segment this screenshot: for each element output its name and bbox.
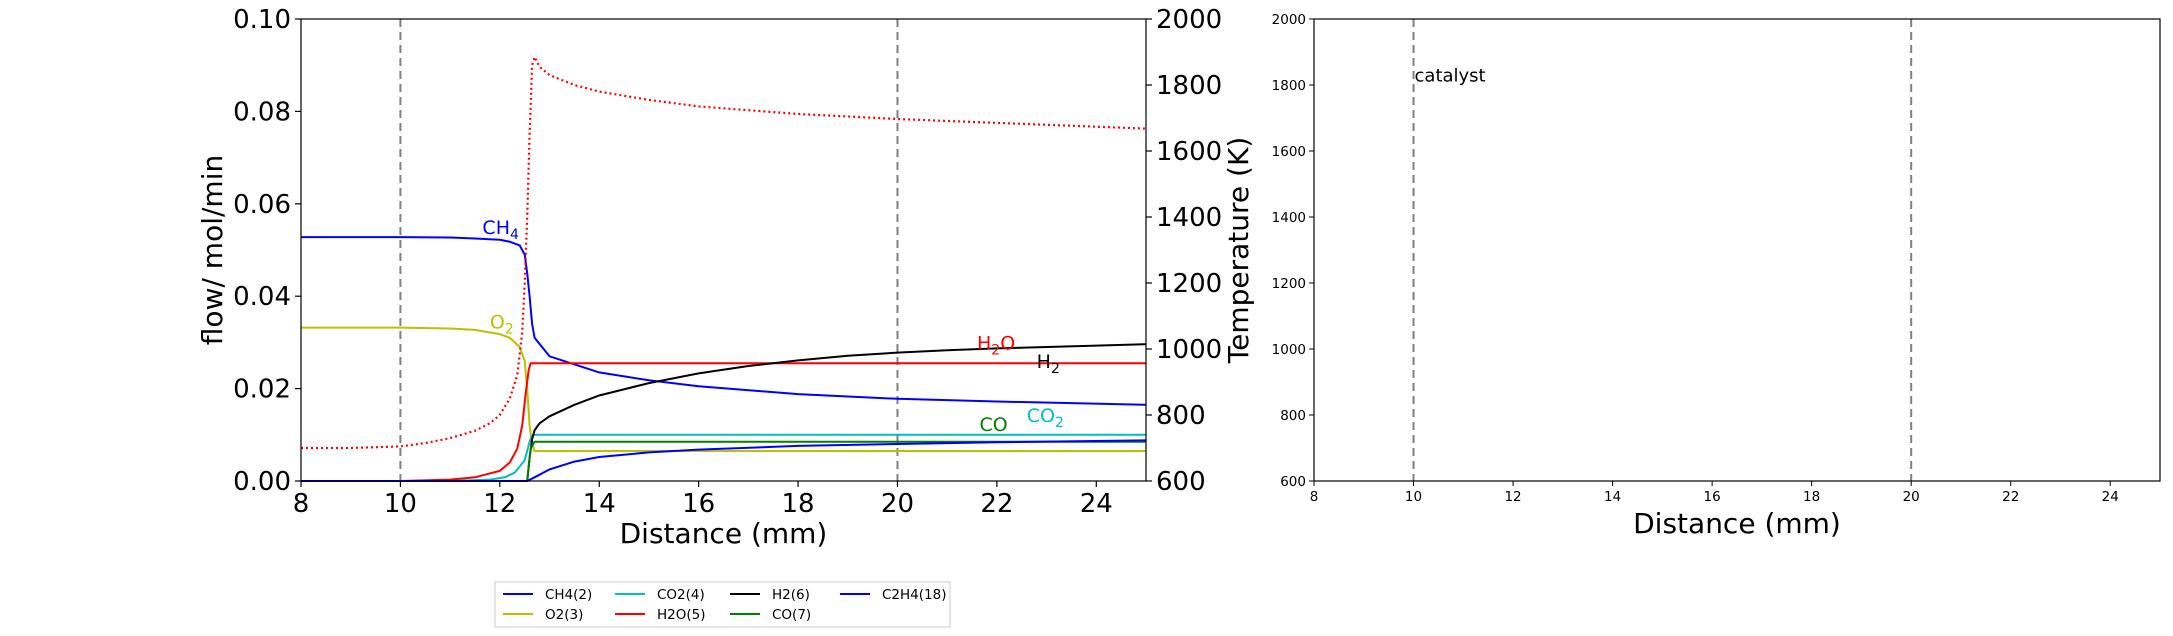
y-tick-label: 0.08	[233, 97, 291, 127]
y-right-tick-label: 1400	[1156, 203, 1222, 233]
x-tick-label: 24	[2102, 489, 2119, 505]
y-right-tick-label: 600	[1156, 467, 1206, 497]
y-right-tick-label: 1800	[1156, 71, 1222, 101]
series-c2h4-18	[301, 439, 1147, 482]
plot-frame	[1313, 18, 2161, 482]
x-tick-label: 8	[293, 489, 310, 519]
y-tick-label: 2000	[1272, 12, 1306, 28]
y-right-tick-label: 1200	[1156, 269, 1222, 299]
x-tick-label: 22	[980, 489, 1013, 519]
series-h2-6	[301, 343, 1147, 482]
y-tick-label: 1200	[1272, 276, 1306, 292]
y-right-tick-label: 1600	[1156, 137, 1222, 167]
y-tick-label: 800	[1280, 408, 1306, 424]
catalyst-label: catalyst	[1415, 66, 1486, 87]
series-h2o-5	[301, 362, 1146, 482]
y-tick-label: 0.04	[233, 282, 291, 312]
y-tick-label: 0.06	[233, 190, 291, 220]
series-ch4-2	[301, 236, 1147, 406]
annotation-label: H2O	[977, 332, 1015, 358]
x-tick-label: 10	[384, 489, 417, 519]
annotation-label: H2	[1037, 351, 1060, 377]
x-tick-label: 14	[1604, 489, 1621, 505]
y-tick-label: 0.00	[233, 467, 291, 497]
x-axis-title: Distance (mm)	[1633, 507, 1841, 540]
legend: CH4(2) O2(3) CO2(4) H2O(5) H2(6) CO(7) C2H4(18…	[494, 581, 951, 628]
annotation-label: O2	[490, 312, 514, 338]
y-tick-label: 600	[1280, 474, 1306, 490]
y-tick-label: 0.02	[233, 375, 291, 405]
y-tick-label: 1000	[1272, 342, 1306, 358]
y-tick-label: 0.10	[233, 5, 291, 35]
right-chart: 8 10 12 14 16 18 20 22 24 600 800 1000 1200 1400 1600 1…	[1272, 12, 2161, 540]
y-right-tick-label: 2000	[1156, 5, 1222, 35]
annotation-label: CO2	[1027, 405, 1064, 431]
y-tick-label: 1400	[1272, 210, 1306, 226]
x-tick-label: 20	[1903, 489, 1920, 505]
y-tick-label: 1800	[1272, 78, 1306, 94]
x-tick-label: 8	[1310, 489, 1319, 505]
x-tick-label: 20	[881, 489, 914, 519]
plot-frame	[300, 18, 1147, 482]
x-tick-label: 14	[583, 489, 616, 519]
x-tick-label: 18	[1803, 489, 1820, 505]
legend-label: H2O(5)	[657, 607, 706, 623]
legend-box	[494, 581, 951, 628]
x-tick-label: 16	[1704, 489, 1721, 505]
x-axis-title: Distance (mm)	[620, 517, 828, 550]
series-co-7	[301, 440, 1146, 482]
legend-label: O2(3)	[545, 607, 583, 623]
x-tick-label: 18	[782, 489, 815, 519]
y-right-axis-title: Temperature (K)	[1222, 137, 1255, 364]
x-tick-label: 12	[483, 489, 516, 519]
series-o2-3	[301, 326, 1146, 452]
legend-label: CO2(4)	[657, 587, 705, 603]
y-right-tick-label: 1000	[1156, 335, 1222, 365]
legend-label: CO(7)	[772, 607, 811, 623]
x-tick-label: 24	[1080, 489, 1113, 519]
x-tick-label: 22	[2002, 489, 2019, 505]
y-axis-title: flow/ mol/min	[196, 155, 229, 345]
series-co2-4	[301, 433, 1146, 482]
left-chart: 8 10 12 14 16 18 20 22 24 0.00 0.02 0.04 0.06 0.08 0.1…	[196, 5, 1255, 550]
temperature-series	[301, 54, 1147, 450]
legend-label: C2H4(18)	[882, 587, 946, 603]
x-tick-label: 10	[1405, 489, 1422, 505]
x-tick-label: 16	[682, 489, 715, 519]
y-tick-label: 1600	[1272, 144, 1306, 160]
x-tick-label: 12	[1504, 489, 1521, 505]
annotation-label: CH4	[482, 217, 519, 243]
legend-label: CH4(2)	[545, 587, 592, 603]
y-right-tick-label: 800	[1156, 401, 1206, 431]
annotation-label: CO	[979, 414, 1007, 436]
legend-label: H2(6)	[772, 587, 810, 603]
